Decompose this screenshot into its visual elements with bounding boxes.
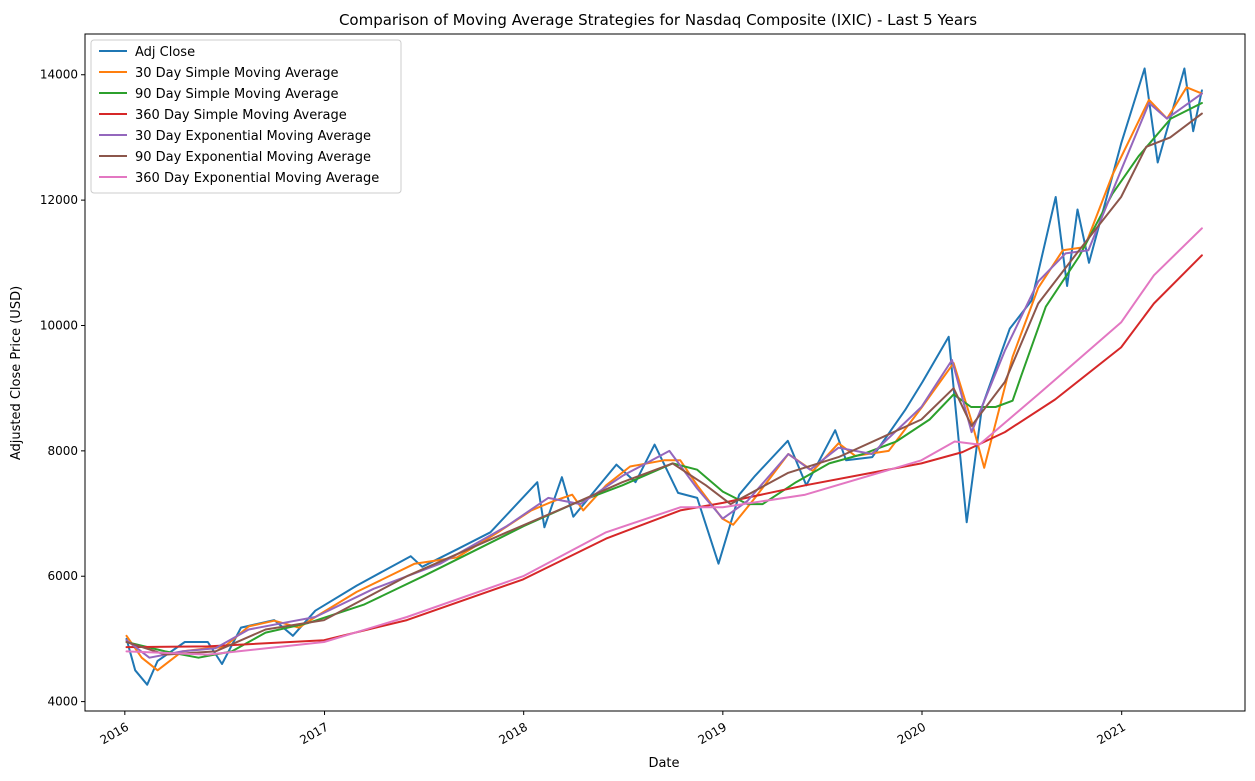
y-tick-label: 12000 — [40, 193, 78, 207]
legend-label: 30 Day Exponential Moving Average — [135, 129, 371, 144]
plot-border — [84, 33, 1246, 712]
legend-label: 90 Day Exponential Moving Average — [135, 150, 371, 165]
legend: Adj Close 30 Day Simple Moving Average 90 … — [90, 39, 402, 194]
series-line-3 — [125, 102, 1203, 659]
legend-label: 360 Day Exponential Moving Average — [135, 171, 379, 186]
legend-label: 90 Day Simple Moving Average — [135, 87, 338, 102]
x-tick-label: 2020 — [895, 720, 928, 747]
x-tick-label: 2018 — [497, 720, 530, 747]
x-tick-label: 2019 — [696, 720, 729, 747]
y-tick-label: 6000 — [47, 569, 78, 583]
series-layer — [125, 67, 1203, 686]
legend-label: 360 Day Simple Moving Average — [135, 108, 347, 123]
x-tick-label: 2021 — [1095, 720, 1128, 747]
x-axis-label: Date — [648, 756, 679, 771]
x-tick-label: 2016 — [98, 720, 131, 747]
y-axis: 4000 6000 8000 10000 12000 14000 — [40, 68, 85, 709]
series-line-5 — [125, 92, 1203, 659]
y-axis-label: Adjusted Close Price (USD) — [9, 286, 24, 460]
series-line-2 — [125, 86, 1203, 672]
series-line-6 — [125, 112, 1203, 656]
y-tick-label: 14000 — [40, 68, 78, 82]
legend-box — [90, 39, 402, 194]
legend-label: 30 Day Simple Moving Average — [135, 66, 338, 81]
chart-title: Comparison of Moving Average Strategies … — [339, 11, 977, 29]
x-tick-label: 2017 — [297, 720, 330, 747]
series-line-7 — [125, 227, 1203, 656]
x-axis: 2016 2017 2018 2019 2020 2021 — [98, 711, 1128, 747]
y-tick-label: 10000 — [40, 318, 78, 332]
y-tick-label: 8000 — [47, 444, 78, 458]
legend-label: Adj Close — [135, 45, 195, 60]
y-tick-label: 4000 — [47, 695, 78, 709]
